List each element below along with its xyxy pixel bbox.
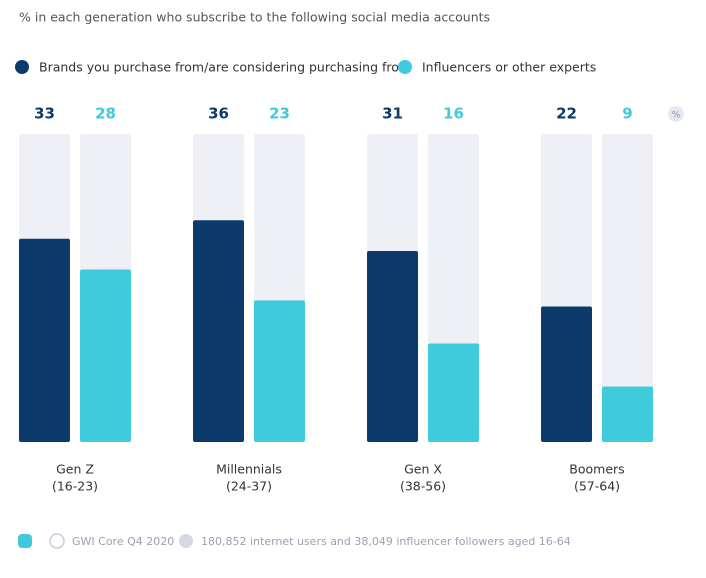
value-label: 36 — [208, 105, 229, 123]
value-label: 9 — [622, 105, 632, 123]
x-tick-sublabel: (38-56) — [400, 479, 446, 494]
x-tick-sublabel: (16-23) — [52, 479, 98, 494]
x-tick-sublabel: (24-37) — [226, 479, 272, 494]
bar — [80, 269, 131, 442]
legend-label: Influencers or other experts — [422, 60, 596, 75]
bar — [19, 238, 70, 442]
legend-marker — [15, 60, 29, 74]
value-label: 33 — [34, 105, 55, 123]
x-tick-label: Gen Z — [56, 462, 94, 477]
legend-marker — [398, 60, 412, 74]
bar — [428, 343, 479, 442]
chart-icon — [18, 534, 32, 548]
value-label: 23 — [269, 105, 290, 123]
bar — [367, 251, 418, 442]
bar — [254, 300, 305, 442]
bar — [193, 220, 244, 442]
x-tick-label: Boomers — [569, 462, 624, 477]
bar — [541, 306, 592, 442]
chart-subtitle: % in each generation who subscribe to th… — [19, 10, 490, 25]
value-label: 31 — [382, 105, 403, 123]
value-label: 16 — [443, 105, 464, 123]
bar-track — [602, 134, 653, 442]
bar — [602, 386, 653, 442]
unit-badge — [668, 106, 684, 122]
x-tick-sublabel: (57-64) — [574, 479, 620, 494]
unit-label: % — [672, 111, 681, 121]
value-label: 22 — [556, 105, 577, 123]
value-label: 28 — [95, 105, 116, 123]
x-tick-label: Millennials — [216, 462, 282, 477]
note-icon — [179, 534, 193, 548]
source-icon — [49, 533, 65, 549]
note: 180,852 internet users and 38,049 influe… — [201, 535, 571, 548]
source: GWI Core Q4 2020 — [72, 535, 174, 548]
x-tick-label: Gen X — [404, 462, 442, 477]
legend-label: Brands you purchase from/are considering… — [39, 60, 411, 75]
